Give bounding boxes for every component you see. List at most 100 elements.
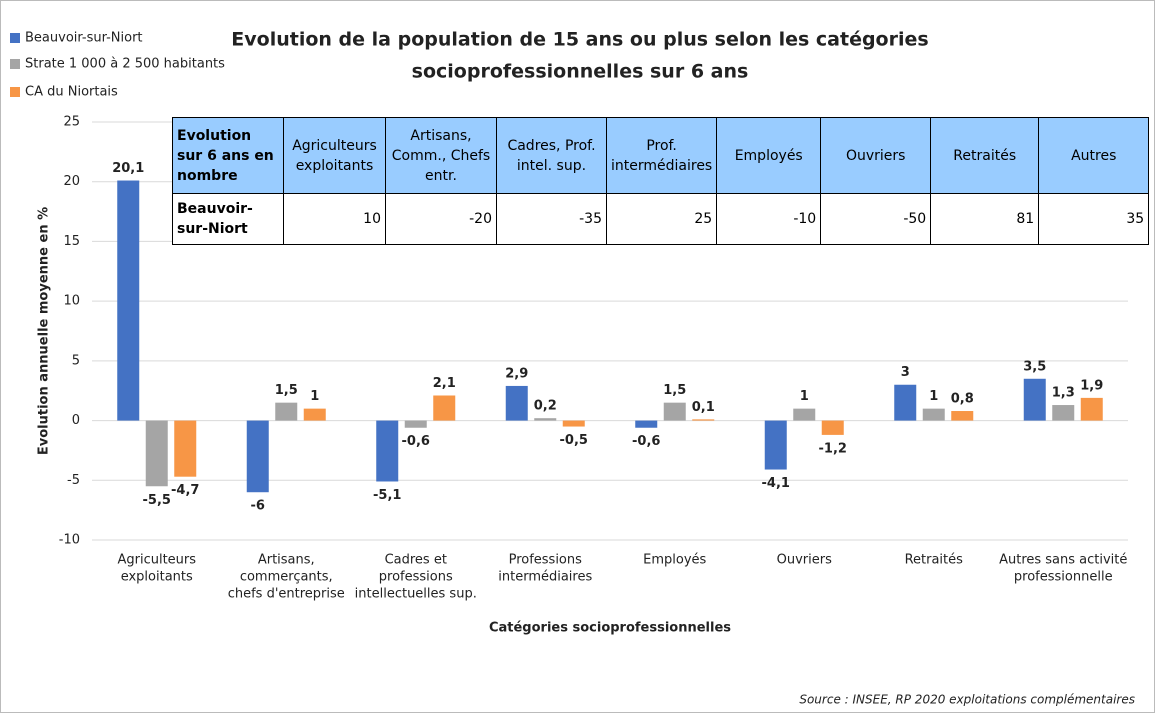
data-label: 0,8 — [951, 392, 974, 407]
x-tick-label: exploitants — [121, 570, 193, 585]
chart-title: socioprofessionnelles sur 6 ans — [412, 61, 749, 83]
data-label: 20,1 — [112, 161, 144, 176]
table-header-cell: Autres — [1038, 117, 1150, 194]
bar — [376, 420, 399, 482]
y-tick-label: 20 — [63, 174, 80, 189]
y-tick-label: 5 — [72, 353, 80, 368]
data-label: 1 — [929, 389, 938, 404]
legend-swatch — [10, 59, 20, 69]
data-label: -0,6 — [632, 434, 660, 449]
data-label: 0,2 — [534, 399, 557, 414]
table-header-cell: Retraités — [930, 117, 1040, 194]
table-header-cell: Ouvriers — [820, 117, 932, 194]
bar — [117, 180, 140, 421]
data-label: 1 — [310, 389, 319, 404]
table-cell: -20 — [385, 193, 497, 245]
legend-label: Beauvoir-sur-Niort — [25, 31, 143, 46]
table-header-cell: Agriculteurs exploitants — [283, 117, 386, 194]
data-label: -0,6 — [402, 434, 430, 449]
table-cell: -10 — [716, 193, 822, 245]
bar — [145, 420, 168, 487]
bar — [404, 420, 427, 428]
data-label: 1,9 — [1080, 378, 1103, 393]
table-header-cell: Cadres, Prof. intel. sup. — [496, 117, 607, 194]
bar — [1023, 378, 1046, 421]
bar — [663, 402, 686, 421]
bar — [174, 420, 197, 477]
table-cell: -50 — [820, 193, 932, 245]
table-header-cell: Artisans, Comm., Chefs entr. — [385, 117, 497, 194]
bar — [534, 418, 557, 421]
data-label: 0,1 — [692, 400, 715, 415]
chart-title: Evolution de la population de 15 ans ou … — [231, 29, 928, 51]
bar — [635, 420, 658, 428]
legend-label: CA du Niortais — [25, 85, 118, 100]
x-axis-label: Catégories socioprofessionnelles — [489, 621, 731, 636]
table-header-cell: Employés — [716, 117, 822, 194]
bar — [951, 411, 974, 421]
data-label: -1,2 — [819, 441, 847, 456]
bar — [922, 408, 945, 421]
bar — [894, 384, 917, 421]
table-header-cell: Prof. intermédiaires — [605, 117, 718, 194]
y-tick-label: -10 — [59, 533, 80, 548]
bar — [505, 385, 528, 421]
y-tick-label: -5 — [67, 473, 80, 488]
table-cell: 81 — [930, 193, 1040, 245]
bar — [764, 420, 787, 470]
x-tick-label: professions — [379, 570, 453, 585]
table-cell: -35 — [496, 193, 607, 245]
x-tick-label: chefs d'entreprise — [228, 587, 345, 602]
table-row: Beauvoir-sur-Niort 10 -20 -35 25 -10 -50 81 35 — [172, 193, 1150, 245]
data-label: 1,5 — [663, 383, 686, 398]
bar — [433, 395, 456, 421]
bar — [1080, 397, 1103, 421]
table-cell: 35 — [1038, 193, 1150, 245]
data-label: 3,5 — [1023, 359, 1046, 374]
y-tick-label: 10 — [63, 294, 80, 309]
data-label: -6 — [251, 499, 265, 514]
data-label: -0,5 — [560, 433, 588, 448]
bar — [793, 408, 816, 421]
data-label: -4,7 — [171, 483, 199, 498]
bar — [562, 420, 585, 427]
bar — [246, 420, 269, 493]
table-cell: Beauvoir-sur-Niort — [172, 193, 284, 245]
legend-swatch — [10, 33, 20, 43]
x-tick-label: Professions — [509, 553, 583, 568]
bar — [821, 420, 844, 435]
x-tick-label: Autres sans activité — [999, 553, 1127, 568]
table-header-cell: Evolution sur 6 ans en nombre — [172, 117, 284, 194]
x-tick-label: intermédiaires — [498, 570, 592, 585]
table-cell: 10 — [283, 193, 386, 245]
data-label: 2,9 — [505, 366, 528, 381]
x-tick-label: commerçants, — [240, 570, 333, 585]
data-label: -5,5 — [143, 493, 171, 508]
y-axis-label: Evolution annuelle moyenne en % — [37, 207, 52, 455]
data-label: 1,5 — [275, 383, 298, 398]
bar — [303, 408, 326, 421]
data-label: 1,3 — [1052, 386, 1075, 401]
data-label: 3 — [901, 365, 910, 380]
data-label: 2,1 — [433, 376, 456, 391]
data-table: Evolution sur 6 ans en nombre Agriculteur… — [172, 117, 1150, 245]
x-tick-label: Ouvriers — [777, 553, 832, 568]
x-tick-label: professionnelle — [1014, 570, 1113, 585]
data-label: -4,1 — [762, 476, 790, 491]
x-tick-label: intellectuelles sup. — [355, 587, 477, 602]
x-tick-label: Employés — [643, 553, 706, 568]
source: Source : INSEE, RP 2020 exploitations co… — [799, 693, 1135, 707]
table-cell: 25 — [605, 193, 718, 245]
y-tick-label: 15 — [63, 234, 80, 249]
legend-label: Strate 1 000 à 2 500 habitants — [25, 57, 225, 72]
x-tick-label: Retraités — [905, 553, 964, 568]
legend-swatch — [10, 87, 20, 97]
x-tick-label: Cadres et — [385, 553, 447, 568]
data-label: -5,1 — [373, 488, 401, 503]
bar — [1052, 405, 1075, 421]
x-tick-label: Artisans, — [258, 553, 315, 568]
bar — [692, 419, 715, 421]
